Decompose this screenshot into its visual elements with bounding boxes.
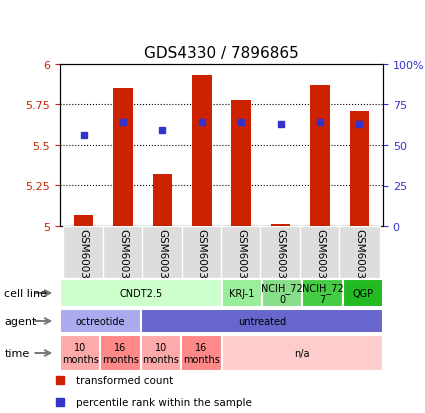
Text: GSM600367: GSM600367 <box>118 228 128 291</box>
Text: untreated: untreated <box>238 316 286 326</box>
Text: 10
months: 10 months <box>62 342 99 364</box>
Text: GSM600372: GSM600372 <box>315 228 325 291</box>
Text: octreotide: octreotide <box>76 316 125 326</box>
Bar <box>60 279 221 308</box>
Text: time: time <box>4 348 29 358</box>
Bar <box>300 226 340 278</box>
Text: GSM600368: GSM600368 <box>157 228 167 291</box>
Bar <box>231 100 251 226</box>
Bar <box>343 279 383 308</box>
Bar <box>142 226 183 278</box>
Bar <box>262 279 302 308</box>
Bar <box>60 309 141 334</box>
Bar <box>74 215 94 226</box>
Bar <box>221 335 383 371</box>
Text: QGP: QGP <box>352 288 374 298</box>
Bar <box>60 335 100 371</box>
Bar <box>261 226 301 278</box>
Bar <box>310 86 330 226</box>
Text: percentile rank within the sample: percentile rank within the sample <box>76 396 252 407</box>
Text: 16
months: 16 months <box>102 342 139 364</box>
Bar <box>153 175 172 226</box>
Text: 16
months: 16 months <box>183 342 220 364</box>
Bar <box>302 279 343 308</box>
Bar <box>349 112 369 226</box>
Text: NCIH_72
7: NCIH_72 7 <box>302 282 343 304</box>
Bar <box>141 309 383 334</box>
Text: KRJ-1: KRJ-1 <box>229 288 255 298</box>
Bar <box>181 226 222 278</box>
Bar <box>100 335 141 371</box>
Text: cell line: cell line <box>4 288 47 298</box>
Text: NCIH_72
0: NCIH_72 0 <box>261 282 303 304</box>
Text: CNDT2.5: CNDT2.5 <box>119 288 162 298</box>
Bar <box>63 226 104 278</box>
Bar <box>221 226 261 278</box>
Text: n/a: n/a <box>295 348 310 358</box>
Bar <box>103 226 143 278</box>
Bar <box>221 279 262 308</box>
Bar <box>113 89 133 226</box>
Bar <box>181 335 221 371</box>
Text: GSM600371: GSM600371 <box>275 228 286 291</box>
Text: GSM600370: GSM600370 <box>236 228 246 291</box>
Text: GSM600373: GSM600373 <box>354 228 364 291</box>
Bar <box>141 335 181 371</box>
Text: GSM600366: GSM600366 <box>79 228 89 291</box>
Bar <box>271 225 290 226</box>
Bar <box>192 76 212 226</box>
Bar <box>339 226 380 278</box>
Text: 10
months: 10 months <box>142 342 179 364</box>
Text: agent: agent <box>4 316 37 326</box>
Text: transformed count: transformed count <box>76 375 173 385</box>
Text: GSM600369: GSM600369 <box>197 228 207 291</box>
Title: GDS4330 / 7896865: GDS4330 / 7896865 <box>144 46 299 61</box>
